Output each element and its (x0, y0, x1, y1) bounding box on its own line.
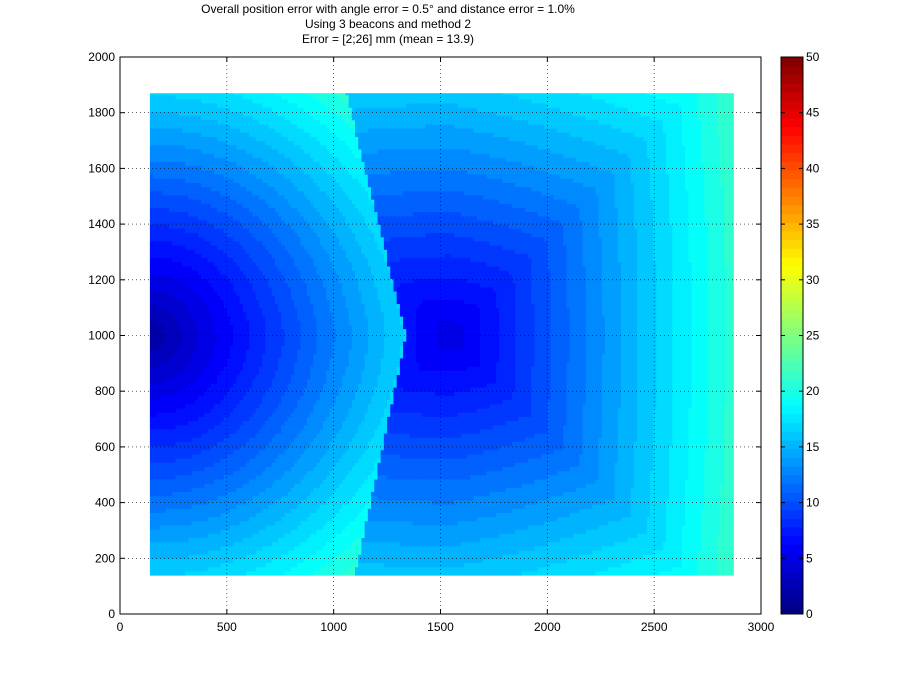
heatmap-image (150, 93, 734, 575)
